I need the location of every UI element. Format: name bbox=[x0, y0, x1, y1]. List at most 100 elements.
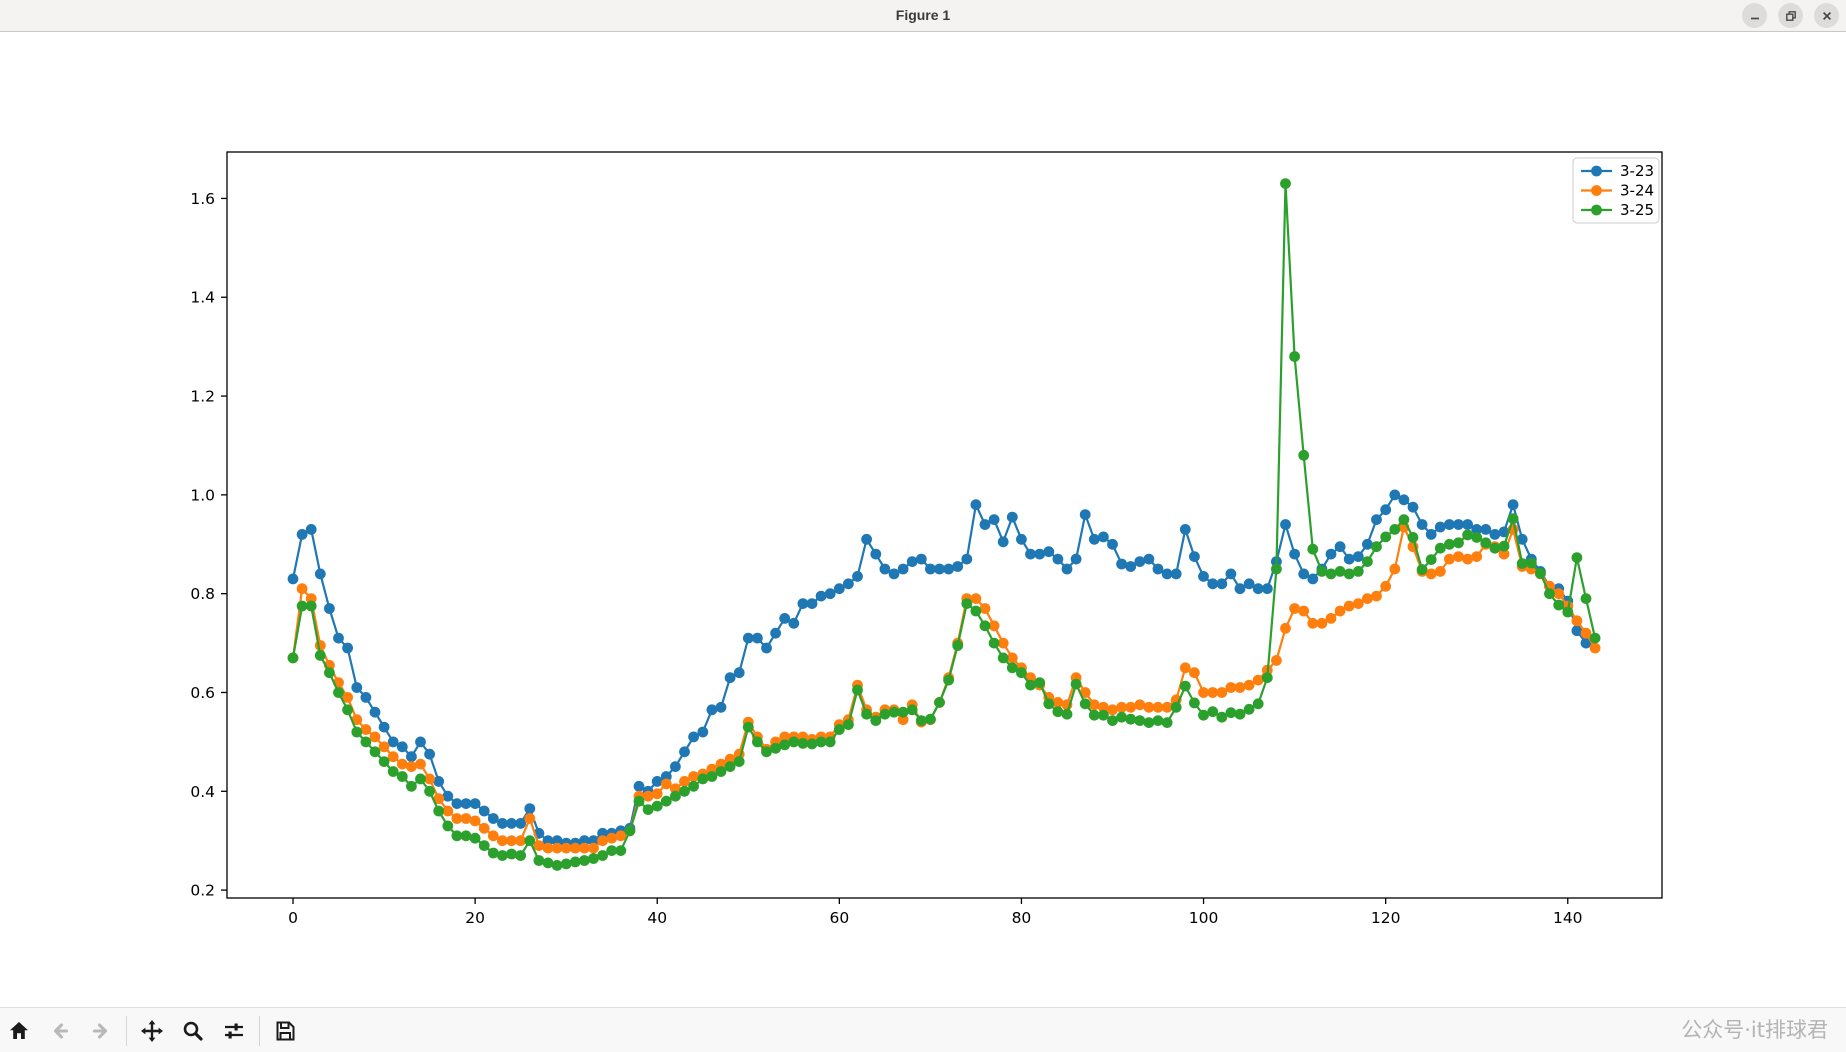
data-point bbox=[1516, 533, 1528, 545]
data-point bbox=[660, 778, 672, 790]
data-point bbox=[815, 590, 827, 602]
forward-button[interactable] bbox=[85, 1015, 117, 1047]
data-point bbox=[861, 533, 872, 545]
home-button[interactable] bbox=[3, 1015, 35, 1047]
data-point bbox=[624, 825, 636, 837]
data-point bbox=[1280, 519, 1291, 530]
data-point bbox=[387, 751, 399, 763]
data-point bbox=[843, 578, 854, 590]
data-point bbox=[670, 783, 681, 795]
data-point bbox=[752, 736, 763, 748]
data-point bbox=[1316, 617, 1328, 629]
data-point bbox=[333, 632, 344, 644]
data-point bbox=[1261, 672, 1273, 684]
data-point bbox=[1116, 701, 1127, 713]
y-tick-label: 0.6 bbox=[190, 684, 215, 702]
data-point bbox=[1525, 557, 1537, 569]
legend-marker bbox=[1591, 165, 1602, 177]
minimize-button[interactable] bbox=[1742, 3, 1767, 28]
data-point bbox=[1125, 701, 1137, 713]
legend-label: 3-24 bbox=[1620, 182, 1654, 200]
data-point bbox=[1234, 708, 1246, 720]
restore-button[interactable] bbox=[1778, 3, 1803, 28]
data-point bbox=[1444, 538, 1455, 550]
data-point bbox=[651, 788, 663, 800]
data-point bbox=[433, 776, 445, 787]
data-point bbox=[1280, 178, 1291, 190]
series-markers-3-25 bbox=[287, 178, 1601, 871]
data-point bbox=[979, 620, 991, 632]
titlebar: Figure 1 bbox=[0, 0, 1846, 32]
data-point bbox=[670, 761, 681, 772]
data-point bbox=[660, 795, 672, 807]
data-point bbox=[415, 736, 426, 748]
data-point bbox=[1198, 571, 1209, 582]
data-point bbox=[1107, 538, 1118, 550]
data-point bbox=[1198, 687, 1209, 698]
data-point bbox=[752, 632, 763, 644]
watermark-text: 公众号·it排球君 bbox=[1681, 1018, 1828, 1042]
data-point bbox=[1207, 578, 1219, 590]
data-point bbox=[761, 642, 772, 654]
y-tick-label: 1.6 bbox=[190, 190, 215, 208]
data-point bbox=[1161, 717, 1173, 728]
data-point bbox=[506, 848, 517, 860]
data-point bbox=[1371, 541, 1382, 553]
y-tick-label: 1.4 bbox=[190, 289, 215, 307]
data-point bbox=[1334, 566, 1346, 577]
zoom-button[interactable] bbox=[177, 1015, 209, 1047]
subplots-button[interactable] bbox=[218, 1015, 250, 1047]
data-point bbox=[515, 818, 526, 829]
data-point bbox=[1334, 541, 1346, 553]
pan-button[interactable] bbox=[136, 1015, 168, 1047]
data-point bbox=[1553, 599, 1565, 611]
data-point bbox=[961, 598, 973, 609]
back-button[interactable] bbox=[44, 1015, 76, 1047]
data-point bbox=[915, 715, 927, 726]
y-tick-label: 1.0 bbox=[190, 486, 215, 504]
data-point bbox=[1207, 687, 1219, 698]
data-point bbox=[597, 835, 608, 847]
data-point bbox=[533, 840, 545, 851]
data-point bbox=[478, 840, 490, 851]
data-point bbox=[1152, 715, 1164, 726]
data-point bbox=[1252, 674, 1264, 686]
data-point bbox=[1252, 583, 1264, 595]
data-point bbox=[1179, 524, 1191, 535]
data-point bbox=[551, 835, 563, 847]
data-point bbox=[888, 568, 900, 580]
data-point bbox=[396, 758, 408, 770]
data-point bbox=[378, 741, 390, 753]
data-point bbox=[296, 583, 308, 595]
data-point bbox=[1434, 542, 1446, 554]
data-point bbox=[879, 708, 891, 720]
series-line-3-24 bbox=[291, 525, 1597, 850]
data-point bbox=[906, 556, 918, 567]
data-point bbox=[1052, 553, 1064, 565]
data-point bbox=[1043, 698, 1055, 710]
data-point bbox=[1225, 682, 1237, 693]
close-button[interactable] bbox=[1814, 3, 1839, 28]
data-point bbox=[1088, 699, 1100, 711]
data-point bbox=[788, 617, 800, 629]
data-point bbox=[688, 731, 699, 743]
data-point bbox=[897, 563, 909, 575]
data-point bbox=[606, 845, 618, 856]
data-point bbox=[451, 798, 463, 809]
data-point bbox=[460, 798, 472, 809]
data-point bbox=[451, 813, 463, 824]
close-icon bbox=[1822, 11, 1831, 20]
data-point bbox=[1134, 715, 1146, 726]
data-point bbox=[824, 588, 836, 600]
save-button[interactable] bbox=[269, 1015, 301, 1047]
x-tick-label: 80 bbox=[1012, 909, 1032, 927]
data-point bbox=[542, 857, 554, 869]
figure-canvas[interactable]: 0 20 40 60 80 100 120 140 0.2 0.4 0.6 0.8 1.0 1.2 1.4 1… bbox=[0, 32, 1846, 1007]
data-point bbox=[360, 724, 372, 735]
data-point bbox=[988, 637, 1000, 649]
data-point bbox=[952, 640, 964, 651]
data-point bbox=[651, 800, 663, 812]
data-point bbox=[906, 704, 918, 716]
data-point bbox=[1498, 540, 1510, 552]
data-point bbox=[779, 731, 791, 743]
